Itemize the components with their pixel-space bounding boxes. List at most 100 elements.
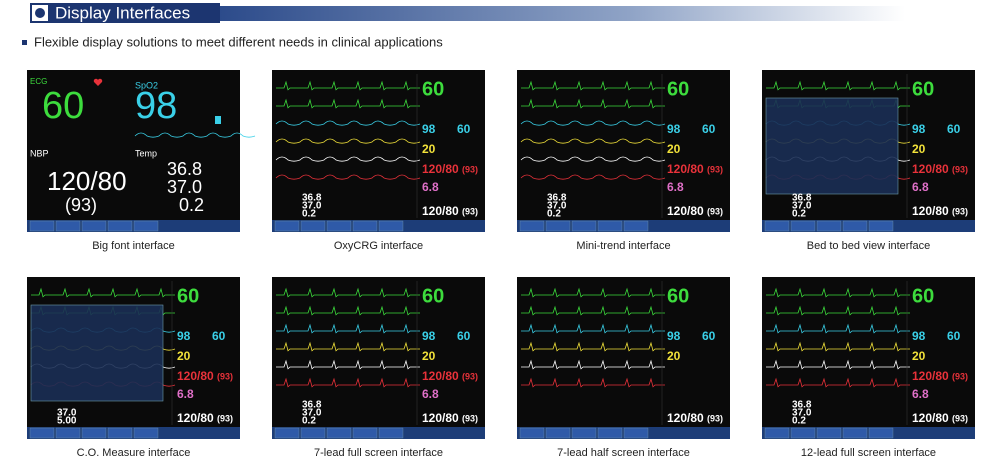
header-box	[30, 3, 220, 23]
screen	[517, 70, 730, 232]
bullet	[22, 40, 27, 45]
toolbar-button	[300, 220, 326, 232]
reading-spo2: 98	[422, 329, 436, 343]
header-title: Display Interfaces	[55, 3, 190, 22]
reading-map: (93)	[462, 371, 478, 381]
reading-t2: 37.0	[302, 201, 322, 212]
reading-nbp: 120/80	[177, 369, 214, 383]
reading-hr: 60	[667, 78, 689, 100]
reading-co: 6.8	[422, 180, 439, 194]
subtitle: Flexible display solutions to meet diffe…	[34, 34, 443, 49]
reading-nbp: 120/80	[912, 162, 949, 176]
reading-t2: 37.0	[302, 408, 322, 419]
toolbar-button	[352, 427, 378, 439]
reading-t2: 37.0	[547, 201, 567, 212]
reading-nbp2: 120/80	[912, 204, 949, 218]
reading-spo2: 98	[912, 329, 926, 343]
toolbar-button	[571, 427, 597, 439]
toolbar	[27, 427, 240, 439]
caption: 12-lead full screen interface	[801, 447, 936, 459]
reading-t2: 37.0	[792, 408, 812, 419]
caption: Big font interface	[92, 240, 175, 252]
waveform	[520, 138, 666, 144]
toolbar-button	[842, 427, 868, 439]
toolbar-button	[545, 220, 571, 232]
reading-map2: (93)	[952, 413, 968, 423]
toolbar	[762, 220, 975, 232]
reading: 60	[42, 85, 84, 127]
popup	[765, 97, 899, 195]
reading-hr: 60	[422, 285, 444, 307]
waveform	[521, 98, 665, 109]
reading-map2: (93)	[217, 413, 233, 423]
reading-co: 6.8	[912, 387, 929, 401]
toolbar-button	[352, 220, 378, 232]
waveform	[521, 287, 665, 298]
reading-map: (93)	[952, 164, 968, 174]
toolbar	[27, 220, 240, 232]
reading-map: (93)	[217, 371, 233, 381]
waveform	[275, 174, 421, 180]
toolbar-button	[378, 427, 404, 439]
reading-co: 6.8	[177, 387, 194, 401]
waveform	[276, 80, 420, 91]
screen	[272, 70, 485, 232]
waveform	[275, 156, 421, 162]
toolbar-button	[29, 220, 55, 232]
waveform	[521, 359, 665, 370]
caption: OxyCRG interface	[334, 240, 423, 252]
reading-co: 6.8	[667, 180, 684, 194]
toolbar-button	[55, 427, 81, 439]
waveform	[276, 305, 420, 316]
reading-td: 0.2	[302, 209, 316, 220]
waveform	[276, 98, 420, 109]
waveform	[275, 120, 421, 126]
reading-hr: 60	[422, 78, 444, 100]
reading-resp: 20	[177, 349, 191, 363]
waveform	[276, 359, 420, 370]
reading-spo2: 98	[422, 122, 436, 136]
toolbar-button	[81, 427, 107, 439]
reading-td: 0.2	[792, 209, 806, 220]
reading-spo2: 98	[667, 329, 681, 343]
reading-t1: 36.8	[547, 193, 567, 204]
toolbar-button	[107, 427, 133, 439]
reading: 37.0	[167, 177, 202, 197]
toolbar-button	[519, 220, 545, 232]
spo2-bar	[215, 116, 221, 124]
waveform	[520, 156, 666, 162]
toolbar-button	[868, 427, 894, 439]
waveform	[766, 341, 910, 352]
reading-pr: 60	[702, 122, 716, 136]
reading: 120/80	[47, 166, 127, 196]
reading-map2: (93)	[462, 206, 478, 216]
waveform	[766, 323, 910, 334]
toolbar-button	[326, 427, 352, 439]
reading-resp: 20	[422, 349, 436, 363]
reading-nbp2: 120/80	[422, 204, 459, 218]
reading: (93)	[65, 195, 97, 215]
waveform	[276, 323, 420, 334]
reading-resp: 20	[912, 349, 926, 363]
toolbar-button	[868, 220, 894, 232]
reading-map: (93)	[707, 164, 723, 174]
reading-t2: 37.0	[792, 201, 812, 212]
heart-icon	[93, 78, 103, 86]
toolbar-button	[107, 220, 133, 232]
toolbar-button	[597, 427, 623, 439]
toolbar-button	[274, 220, 300, 232]
toolbar-button	[790, 427, 816, 439]
toolbar-button	[764, 220, 790, 232]
reading-pr: 60	[212, 329, 226, 343]
toolbar-button	[378, 220, 404, 232]
reading: SpO2	[135, 80, 158, 90]
reading-pr: 60	[947, 122, 961, 136]
reading-spo2: 98	[912, 122, 926, 136]
reading-map: (93)	[952, 371, 968, 381]
reading: ECG	[30, 77, 47, 86]
reading-spo2: 98	[177, 329, 191, 343]
reading-pr: 60	[457, 329, 471, 343]
